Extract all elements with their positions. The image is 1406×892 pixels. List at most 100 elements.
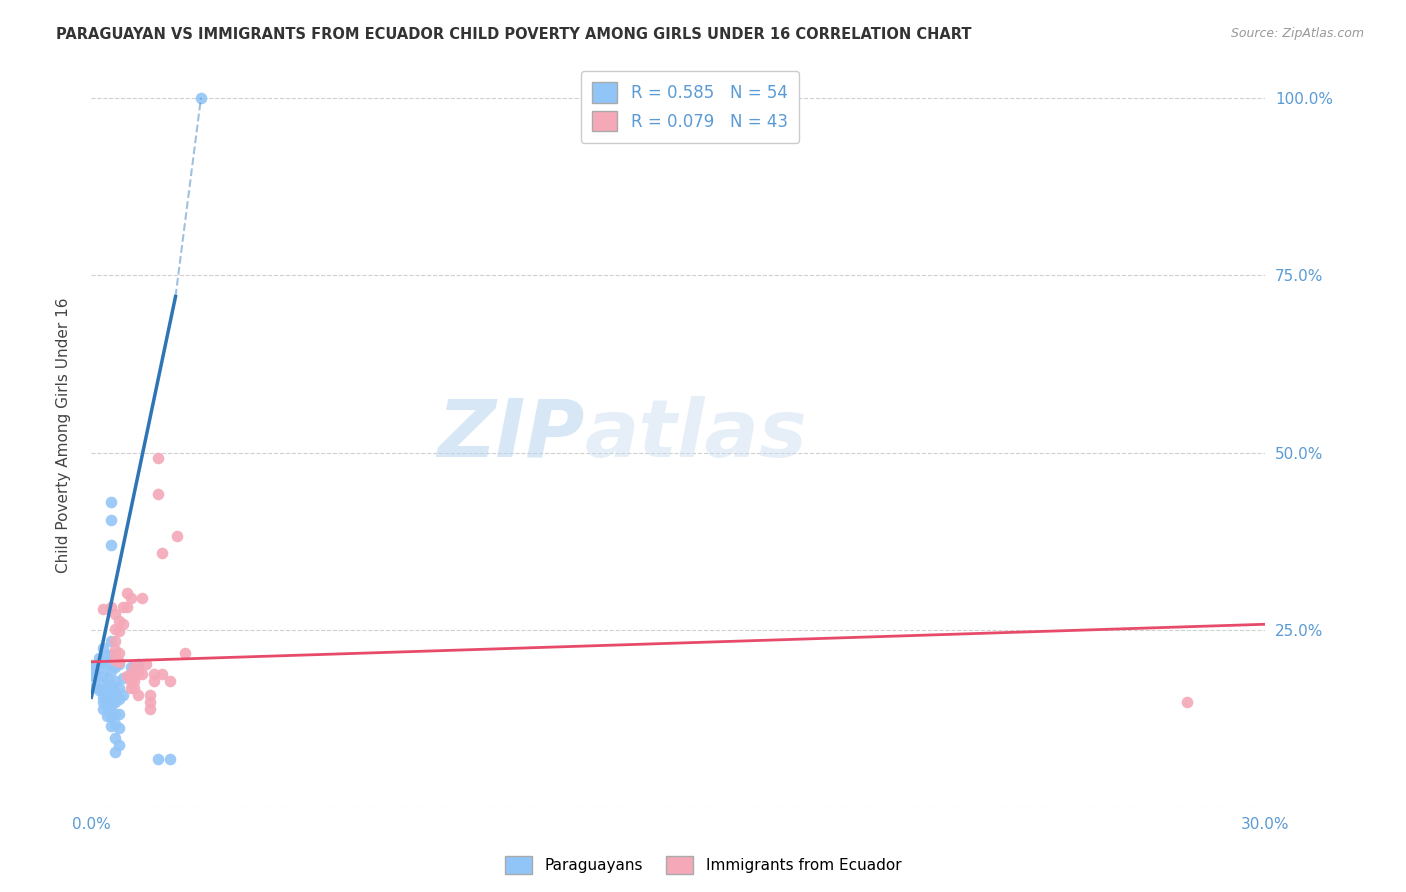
Point [143,666,166,681]
Text: PARAGUAYAN VS IMMIGRANTS FROM ECUADOR CHILD POVERTY AMONG GIRLS UNDER 16 CORRELA: PARAGUAYAN VS IMMIGRANTS FROM ECUADOR CH… [56,27,972,42]
Point [127,666,149,681]
Point [96,709,118,723]
Point [91,669,114,683]
Point [124,673,146,688]
Point [139,695,162,709]
Point [107,738,129,752]
Point [100,495,122,509]
Point [107,721,129,735]
Point [107,624,129,639]
Point [107,655,129,669]
Point [100,648,122,662]
Point [143,673,166,688]
Point [150,666,173,681]
Point [96,690,118,705]
Point [96,648,118,662]
Point [124,681,146,695]
Point [120,673,142,688]
Point [1175,695,1198,709]
Point [107,657,129,671]
Point [139,688,162,702]
Point [104,653,127,667]
Point [131,591,153,605]
Point [107,615,129,629]
Point [111,600,134,615]
Point [91,695,114,709]
Point [100,664,122,678]
Point [159,673,181,688]
Point [104,673,127,688]
Point [120,666,142,681]
Point [104,648,127,662]
Point [111,671,134,685]
Point [104,622,127,636]
Point [166,529,188,543]
Point [100,678,122,692]
Point [104,731,127,745]
Point [146,451,169,466]
Point [115,600,138,615]
Point [84,669,107,683]
Point [96,681,118,695]
Point [146,752,169,766]
Point [100,600,122,615]
Point [96,671,118,685]
Text: Source: ZipAtlas.com: Source: ZipAtlas.com [1230,27,1364,40]
Text: atlas: atlas [585,396,807,474]
Text: ZIP: ZIP [437,396,585,474]
Point [91,683,114,698]
Point [150,546,173,560]
Point [96,658,118,673]
Point [190,91,212,105]
Point [100,709,122,723]
Point [104,745,127,759]
Point [131,666,153,681]
Point [80,658,103,673]
Point [104,642,127,657]
Point [89,662,111,676]
Point [100,513,122,527]
Point [120,681,142,695]
Point [91,690,114,705]
Point [107,646,129,660]
Point [139,702,162,716]
Point [80,669,103,683]
Point [104,706,127,721]
Point [127,688,149,702]
Y-axis label: Child Poverty Among Girls Under 16: Child Poverty Among Girls Under 16 [56,297,70,573]
Point [111,688,134,702]
Point [100,538,122,552]
Point [89,676,111,690]
Point [100,688,122,702]
Point [84,680,107,694]
Point [104,685,127,699]
Point [115,586,138,600]
Point [127,660,149,674]
Point [111,617,134,632]
Point [100,633,122,648]
Point [104,695,127,709]
Point [91,702,114,716]
Point [107,681,129,695]
Point [120,591,142,605]
Point [96,699,118,714]
Point [91,601,114,615]
Legend: Paraguayans, Immigrants from Ecuador: Paraguayans, Immigrants from Ecuador [499,850,907,880]
Point [107,706,129,721]
Point [104,607,127,622]
Point [107,692,129,706]
Point [174,646,197,660]
Legend: R = 0.585   N = 54, R = 0.079   N = 43: R = 0.585 N = 54, R = 0.079 N = 43 [581,70,800,143]
Point [91,655,114,669]
Point [159,752,181,766]
Point [89,651,111,665]
Point [89,683,111,698]
Point [120,660,142,674]
Point [104,660,127,674]
Point [84,662,107,676]
Point [100,719,122,733]
Point [124,660,146,674]
Point [104,633,127,648]
Point [135,657,157,671]
Point [104,716,127,731]
